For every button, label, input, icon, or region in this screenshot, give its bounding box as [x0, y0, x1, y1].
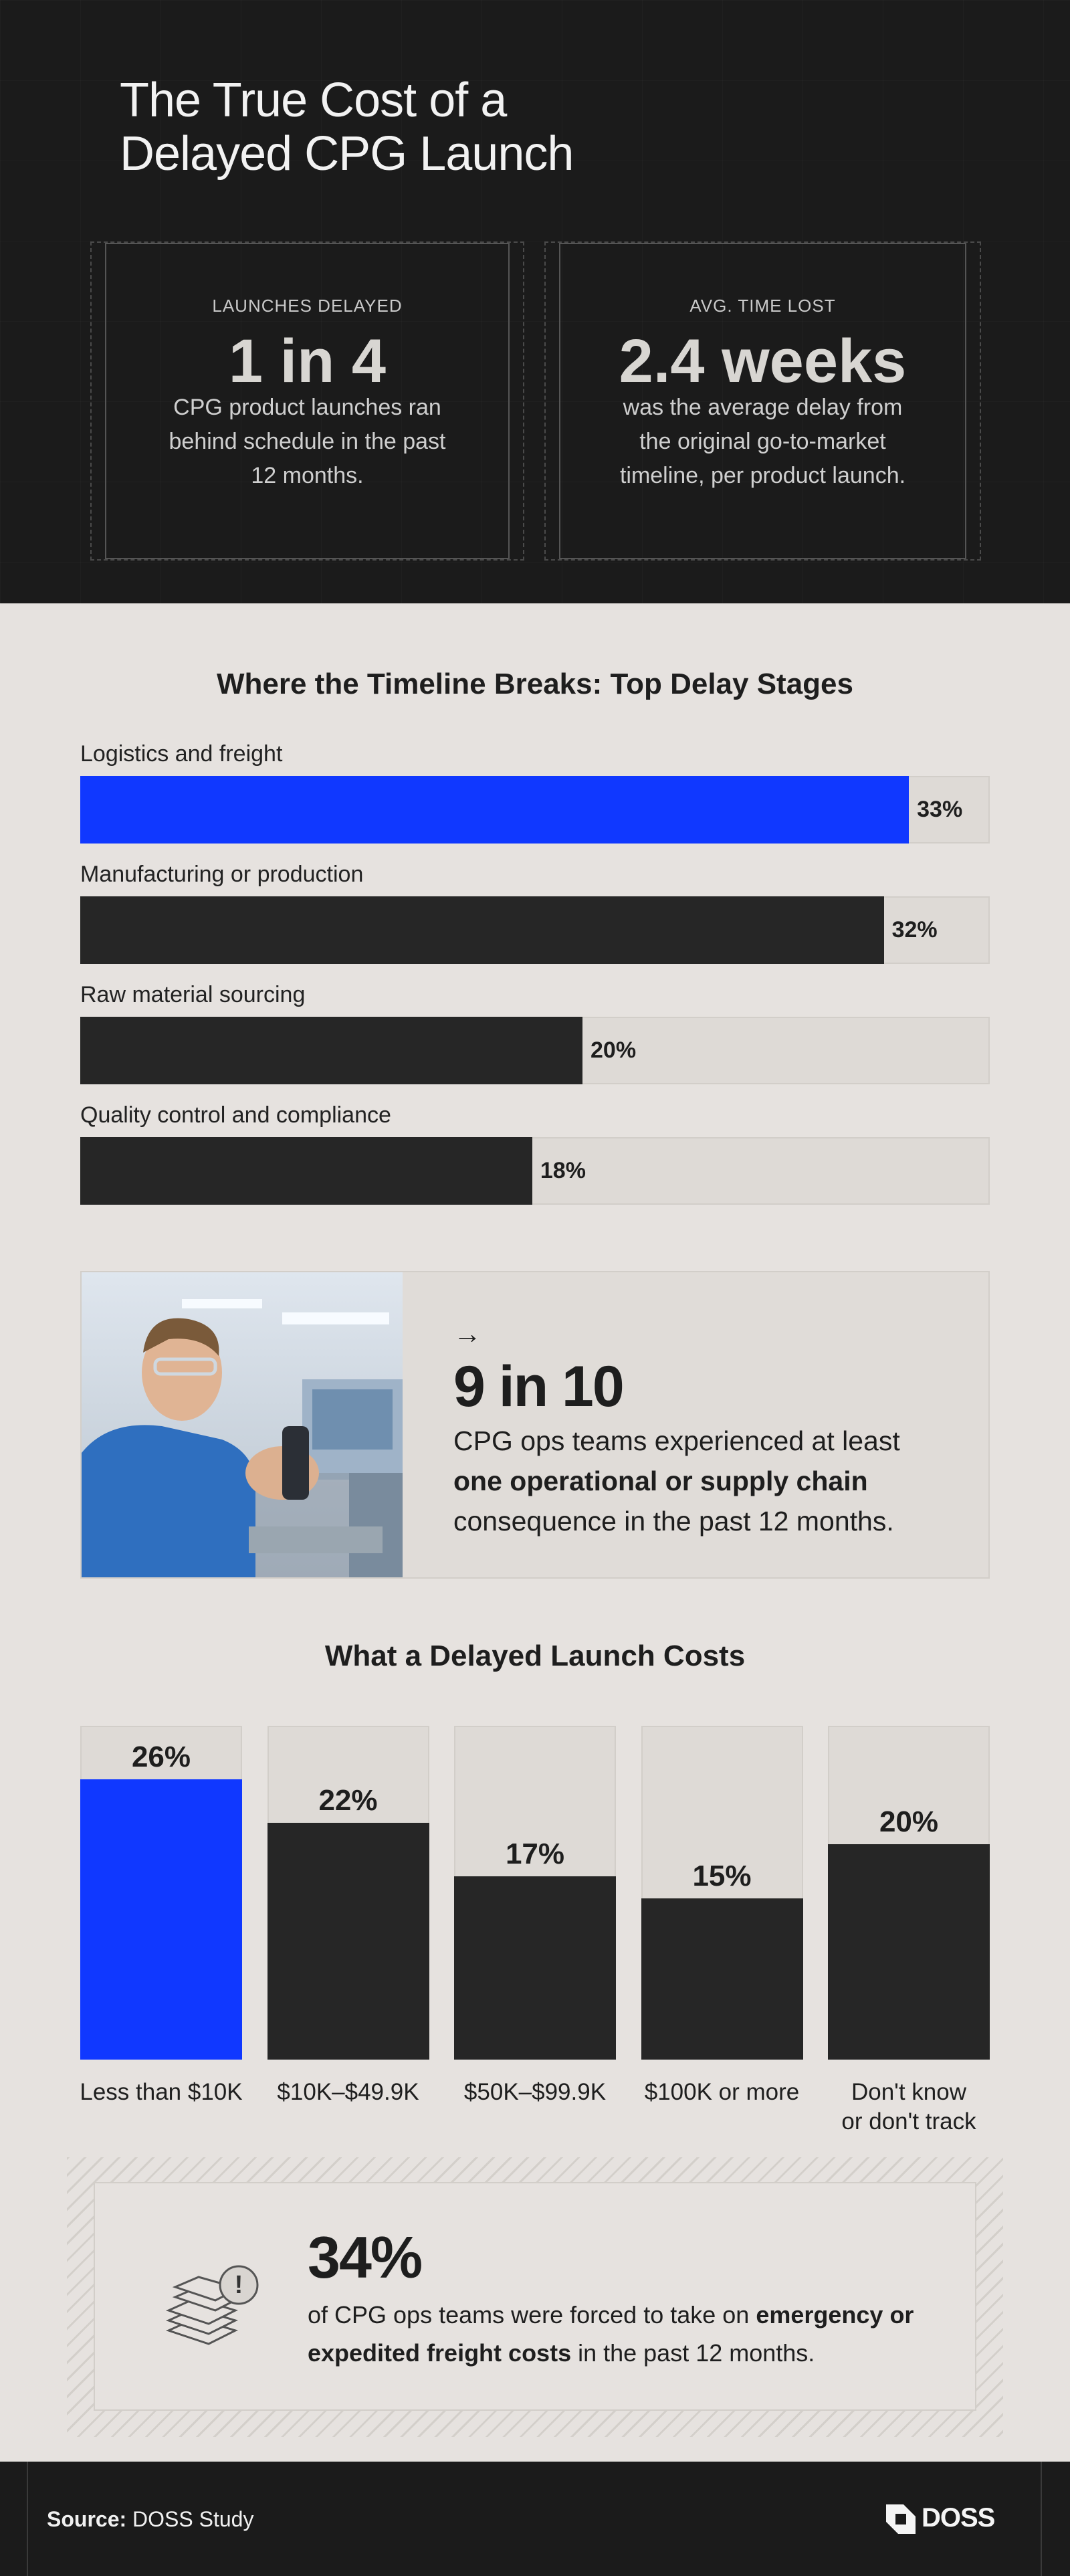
category-label: Raw material sourcing: [80, 982, 306, 1007]
alert-mark: !: [235, 2271, 243, 2299]
callout-value: 9 in 10: [453, 1355, 625, 1419]
value-label: 20%: [879, 1805, 939, 1838]
category-label: Manufacturing or production: [80, 862, 364, 887]
freight-text-part: of CPG ops teams were forced to take on: [308, 2301, 756, 2329]
stat-card: LAUNCHES DELAYED 1 in 4 CPG product laun…: [90, 241, 524, 561]
chart-title: Where the Timeline Breaks: Top Delay Sta…: [216, 668, 853, 700]
column: [641, 1898, 803, 2060]
stat-card-border: [559, 243, 966, 559]
category-label: Less than $10K: [80, 2079, 243, 2105]
stat-label: AVG. TIME LOST: [689, 296, 836, 316]
cash-icon: !: [165, 2265, 259, 2345]
value-label: 17%: [505, 1838, 565, 1871]
bar: [80, 1017, 582, 1084]
value-label: 26%: [131, 1741, 191, 1774]
page-title: The True Cost of a Delayed CPG Launch: [120, 74, 574, 181]
stat-card-border: [105, 243, 510, 559]
arrow-icon: →: [453, 1318, 481, 1349]
freight-value: 34%: [308, 2224, 423, 2290]
source-text: DOSS Study: [126, 2507, 254, 2531]
value-label: 32%: [891, 917, 938, 943]
category-label: $10K–$49.9K: [277, 2079, 419, 2105]
column-chart: 26% Less than $10K 22% $10K–$49.9K 17% $50K–$…: [80, 1726, 990, 2154]
value-label: 22%: [318, 1783, 378, 1817]
source: Source: DOSS Study: [47, 2507, 253, 2532]
stat-label: LAUNCHES DELAYED: [212, 296, 403, 316]
freight-text-bold: expedited freight costs: [308, 2339, 572, 2367]
stat-description: was the average delay from the original …: [619, 395, 906, 488]
value-label: 20%: [591, 1037, 637, 1063]
footer-rule: [27, 2462, 28, 2576]
footer: Source: DOSS Study DOSS: [0, 2462, 1070, 2576]
stat-description: CPG product launches ran behind schedule…: [169, 395, 446, 488]
freight-card: ! 34% of CPG ops teams were forced to ta…: [94, 2182, 976, 2411]
logo-text: DOSS: [922, 2503, 995, 2533]
value-label: 33%: [917, 797, 963, 822]
freight-text-bold: emergency or: [756, 2301, 914, 2329]
stat-value: 2.4 weeks: [619, 327, 907, 395]
bar: [80, 896, 884, 964]
value-label: 18%: [540, 1158, 586, 1183]
stat-value: 1 in 4: [228, 327, 387, 395]
stat-card: AVG. TIME LOST 2.4 weeks was the average…: [544, 241, 981, 561]
freight-text: of CPG ops teams were forced to take on …: [308, 2296, 950, 2372]
callout-card: → 9 in 10 CPG ops teams experienced at l…: [80, 1271, 990, 1579]
source-label: Source:: [47, 2507, 127, 2531]
logo-mark: [886, 2504, 916, 2534]
category-label: Logistics and freight: [80, 741, 283, 767]
column: [267, 1822, 429, 2060]
category-label: $100K or more: [644, 2079, 800, 2105]
chart-title: What a Delayed Launch Costs: [324, 1640, 746, 1672]
bar: [80, 776, 909, 844]
bar: [80, 1137, 532, 1205]
horizontal-bar-chart: Logistics and freight 33% Manufacturing or…: [80, 736, 990, 1205]
value-label: 15%: [692, 1859, 752, 1892]
footer-rule: [1041, 2462, 1042, 2576]
hero: The True Cost of a Delayed CPG Launch LA…: [0, 0, 1070, 603]
category-label: Don't know or don't track: [841, 2079, 976, 2135]
column: [454, 1876, 616, 2060]
freight-text-part: in the past 12 months.: [571, 2339, 815, 2367]
photo: [82, 1272, 403, 1577]
callout-line: CPG ops teams experienced at least: [453, 1425, 900, 1456]
callout-text: CPG ops teams experienced at least one o…: [453, 1421, 900, 1541]
column: [828, 1844, 990, 2060]
category-label: $50K–$99.9K: [463, 2079, 607, 2105]
callout-line: consequence in the past 12 months.: [453, 1506, 894, 1537]
category-label: Quality control and compliance: [80, 1102, 391, 1128]
callout-line-bold: one operational or supply chain: [453, 1466, 868, 1496]
column: [80, 1779, 242, 2060]
